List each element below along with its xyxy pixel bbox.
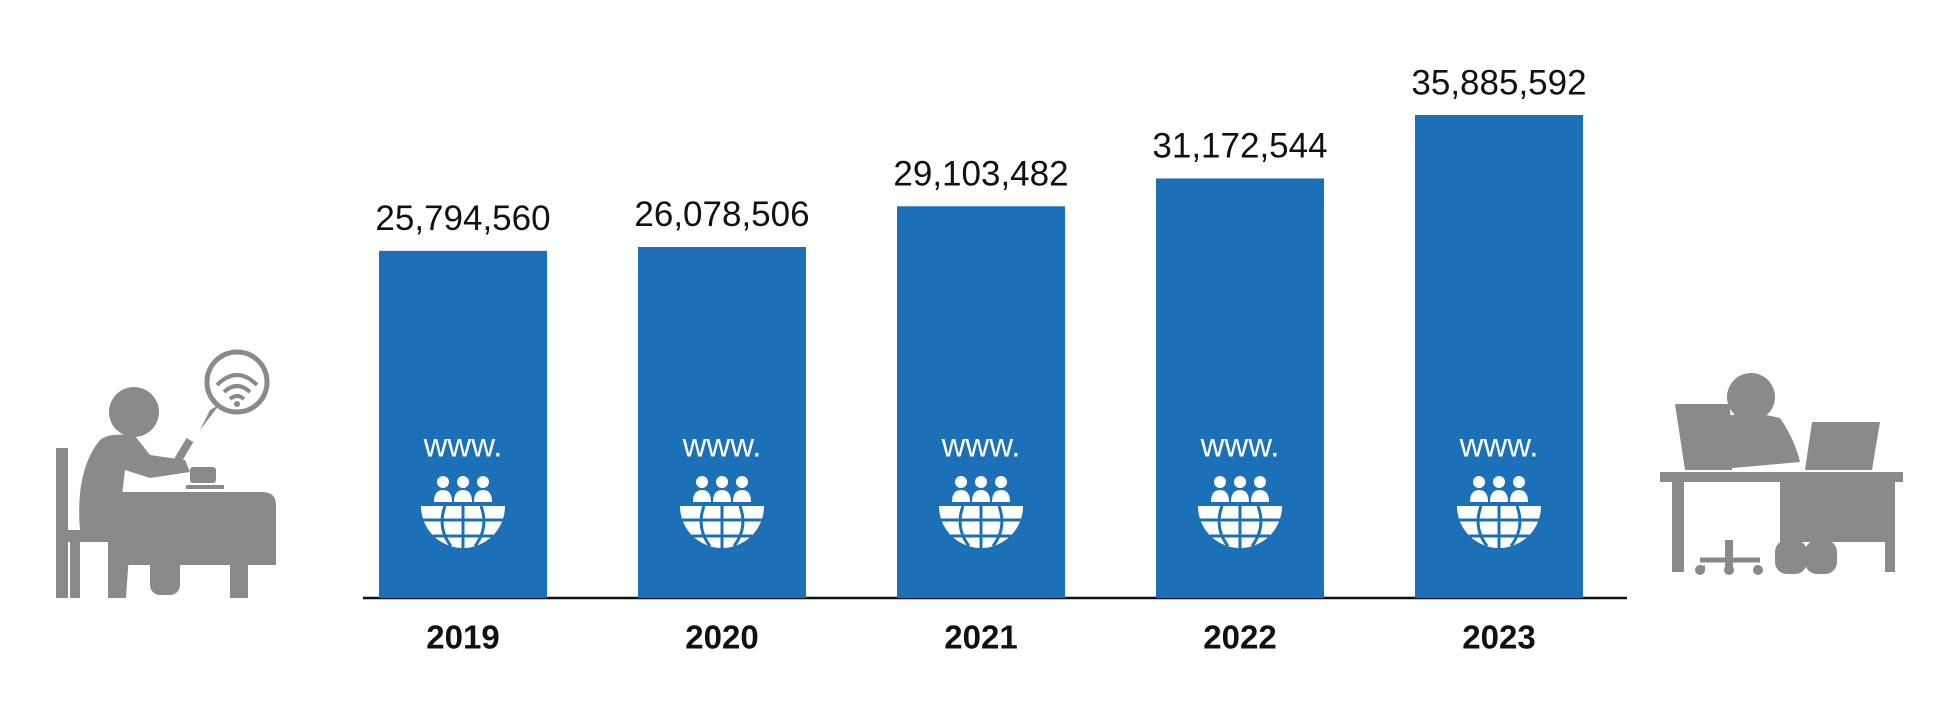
value-label: 31,172,544: [1152, 127, 1327, 166]
person-head: [975, 476, 987, 488]
person-head: [457, 476, 469, 488]
globe-icon: [680, 476, 764, 548]
bar-icon-text: www.: [682, 427, 762, 464]
x-tick-label: 2023: [1462, 619, 1535, 656]
person-body: [1211, 490, 1229, 502]
person-head: [477, 476, 489, 488]
person-body: [474, 490, 492, 502]
person-head: [437, 476, 449, 488]
person-body: [713, 490, 731, 502]
x-tick-label: 2022: [1203, 619, 1276, 656]
person-body: [1510, 490, 1528, 502]
x-tick-label: 2020: [685, 619, 758, 656]
x-tick-label: 2019: [426, 619, 499, 656]
person-body: [1470, 490, 1488, 502]
person-body: [952, 490, 970, 502]
globe-lines: [682, 505, 762, 548]
cafe-person-icon: [56, 349, 276, 598]
person-head: [995, 476, 1007, 488]
bar-icon-text: www.: [1459, 427, 1539, 464]
person-head: [955, 476, 967, 488]
value-label: 25,794,560: [375, 199, 550, 238]
globe-lines: [1200, 505, 1280, 548]
person-body: [1251, 490, 1269, 502]
globe-icon: [421, 476, 505, 548]
person-head: [1254, 476, 1266, 488]
person-head: [1214, 476, 1226, 488]
bar-icon-text: www.: [1200, 427, 1280, 464]
globe-lines: [941, 505, 1021, 548]
bar-icon-text: www.: [423, 427, 503, 464]
person-head: [1234, 476, 1246, 488]
person-body: [972, 490, 990, 502]
bar-icon-text: www.: [941, 427, 1021, 464]
person-body: [454, 490, 472, 502]
person-body: [434, 490, 452, 502]
globe-lines: [423, 505, 503, 548]
x-tick-label: 2021: [944, 619, 1017, 656]
person-head: [1513, 476, 1525, 488]
person-head: [716, 476, 728, 488]
person-head: [1493, 476, 1505, 488]
person-head: [696, 476, 708, 488]
person-body: [992, 490, 1010, 502]
globe-icon: [1198, 476, 1282, 548]
globe-icon: [1457, 476, 1541, 548]
person-head: [1473, 476, 1485, 488]
person-head: [736, 476, 748, 488]
desk-person-icon: [1660, 373, 1903, 575]
person-body: [1231, 490, 1249, 502]
person-body: [733, 490, 751, 502]
person-body: [1490, 490, 1508, 502]
value-label: 29,103,482: [893, 155, 1068, 194]
person-body: [693, 490, 711, 502]
value-label: 26,078,506: [634, 195, 809, 234]
globe-lines: [1459, 505, 1539, 548]
value-label: 35,885,592: [1411, 63, 1586, 102]
globe-icon: [939, 476, 1023, 548]
